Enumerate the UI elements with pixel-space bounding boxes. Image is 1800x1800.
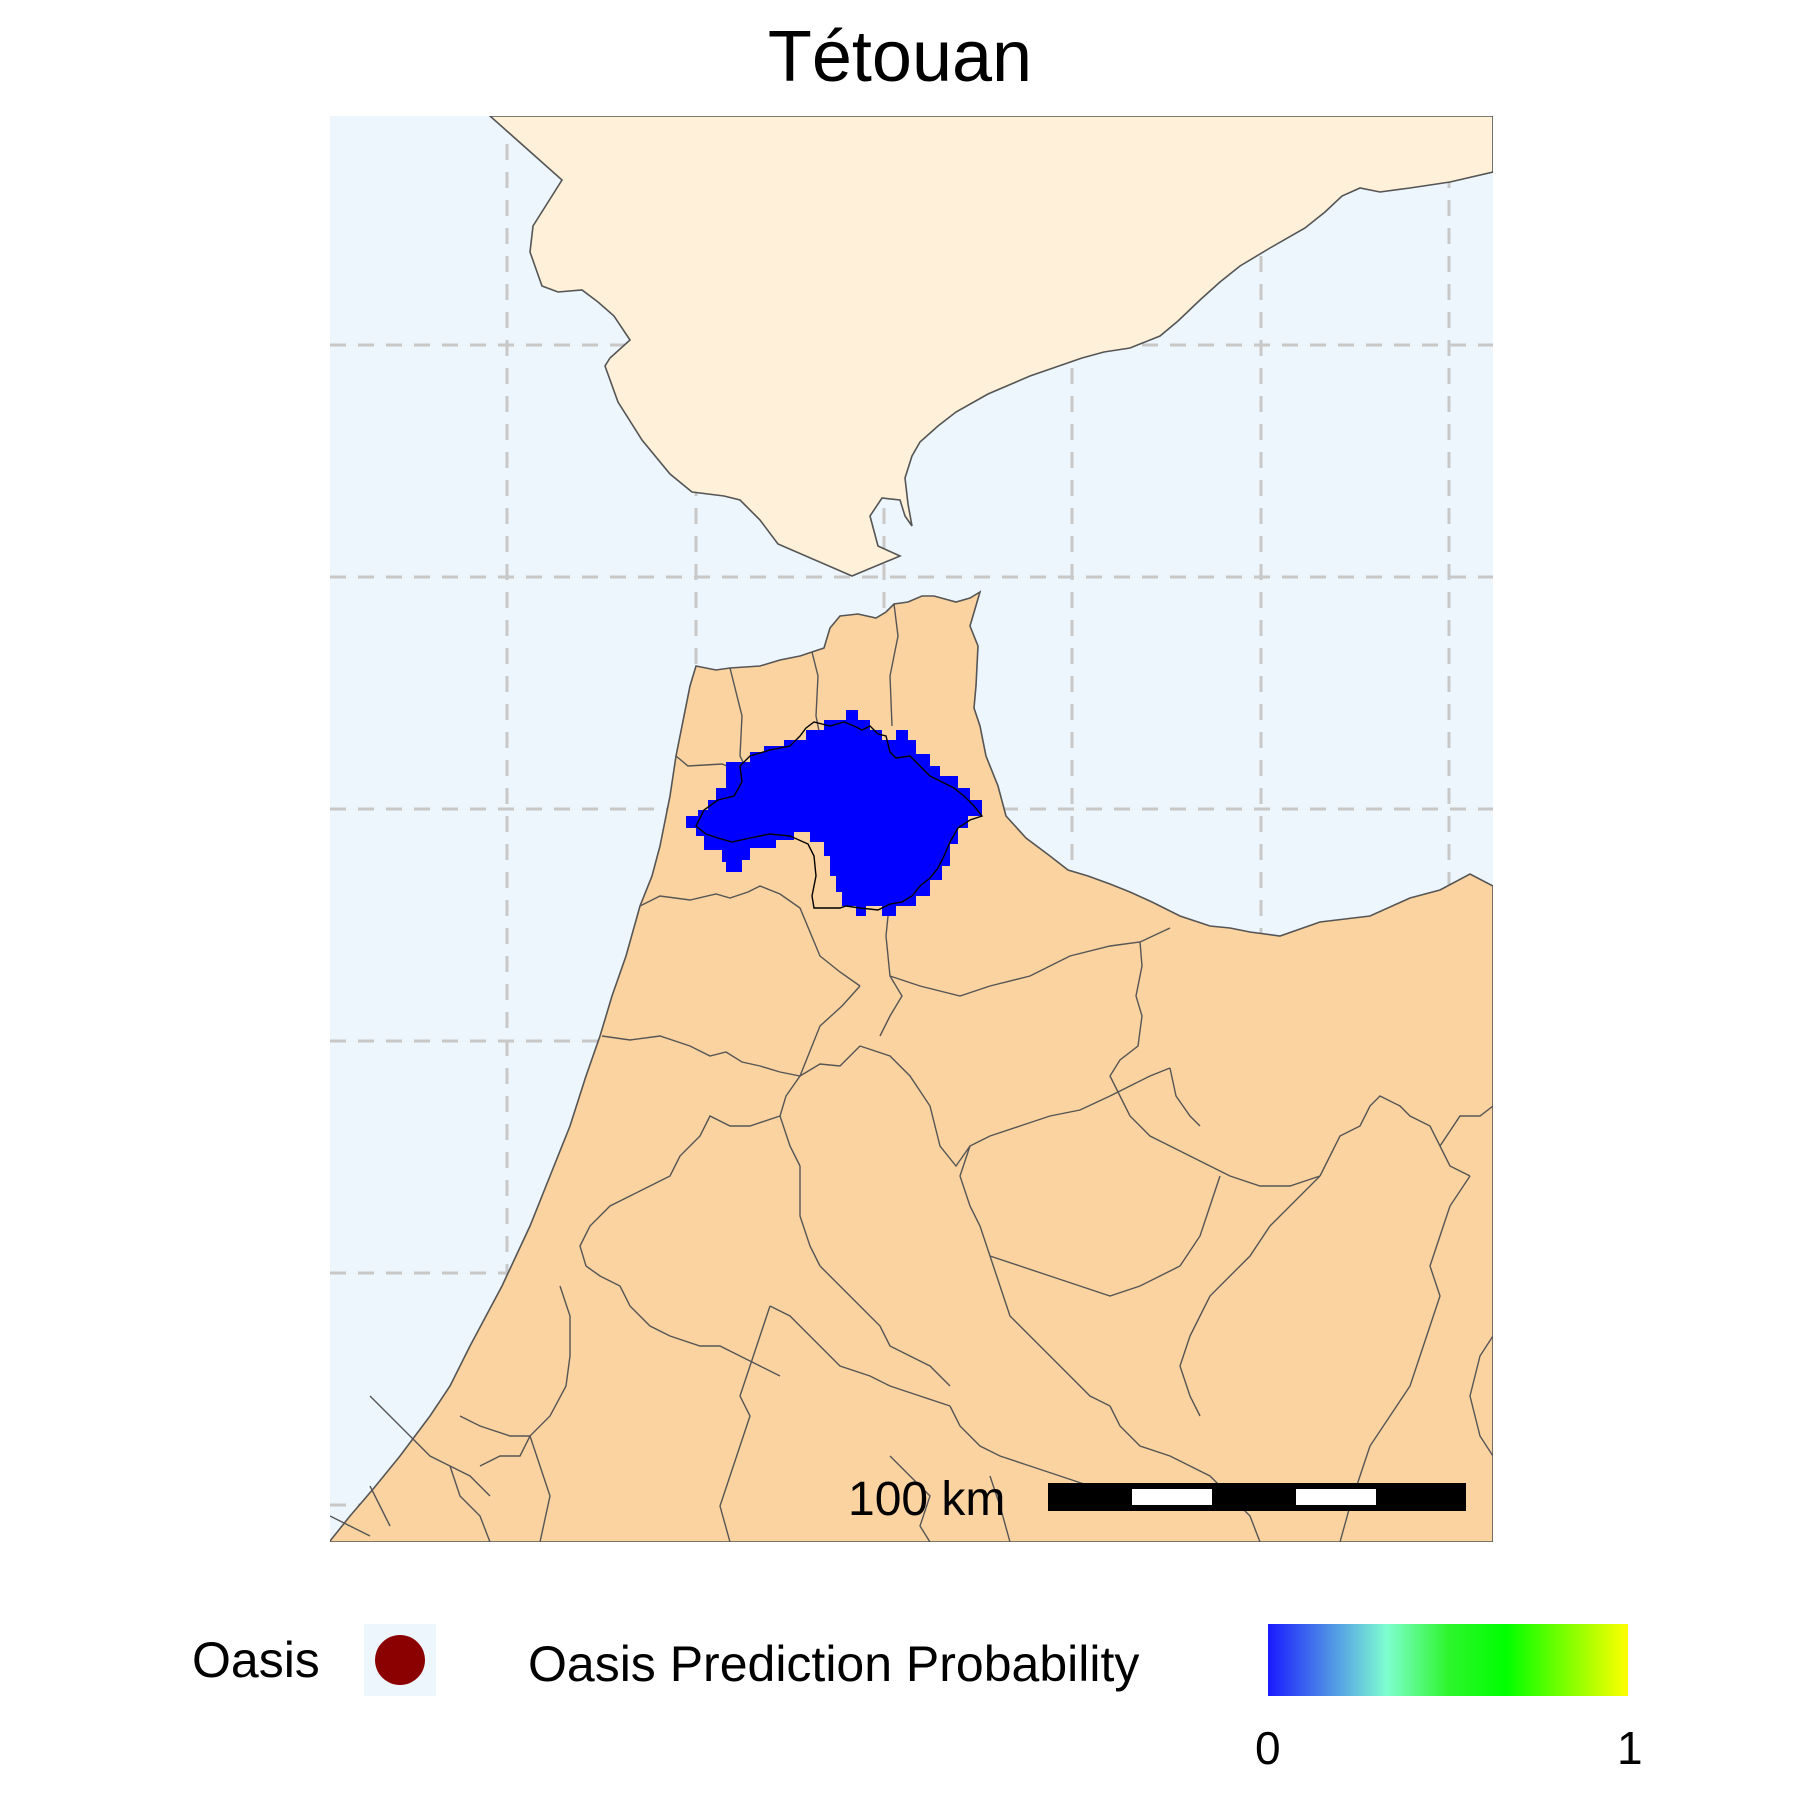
province-outline: [695, 721, 984, 911]
legend-oasis-label: Oasis: [192, 1632, 320, 1688]
prediction-raster[interactable]: [686, 710, 982, 916]
spain-landmass: [488, 116, 1493, 577]
scale-bar: [1048, 1483, 1466, 1511]
map-panel[interactable]: [330, 116, 1493, 1542]
morocco-landmass: [330, 590, 1493, 1542]
colorbar-min-label: 0: [1255, 1722, 1281, 1774]
legend-oasis-key: [364, 1624, 436, 1696]
oasis-dot-icon: [375, 1635, 425, 1685]
colorbar-max-label: 1: [1617, 1722, 1643, 1774]
map-svg: [330, 116, 1493, 1542]
legend: Oasis Oasis Prediction Probability 0 1: [0, 1600, 1800, 1800]
probability-colorbar: [1268, 1624, 1628, 1696]
admin-boundaries: [330, 603, 1493, 1542]
legend-probability-label: Oasis Prediction Probability: [528, 1636, 1140, 1692]
map-title: Tétouan: [767, 17, 1033, 97]
scale-bar-label: 100 km: [848, 1473, 1006, 1526]
